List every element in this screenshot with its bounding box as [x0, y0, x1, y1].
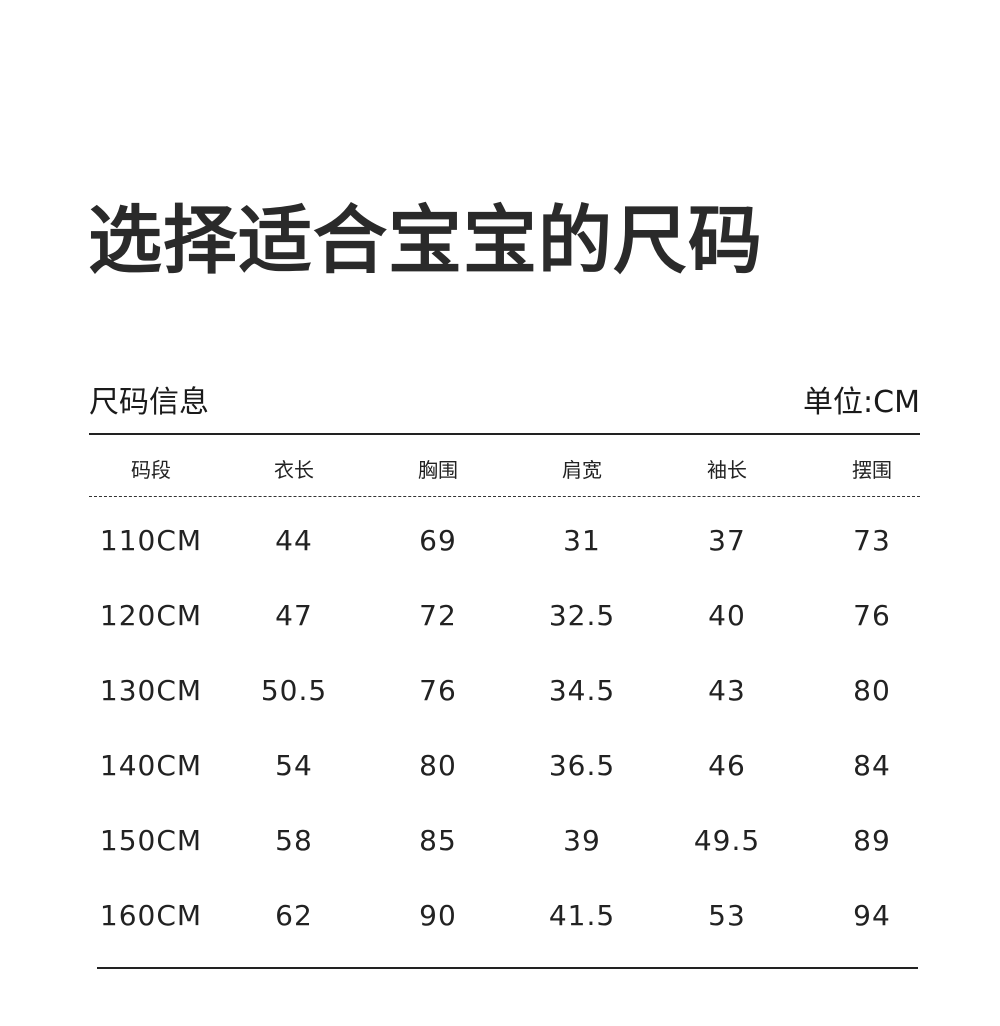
table-cell: 76 — [419, 674, 457, 707]
table-cell: 44 — [275, 524, 313, 557]
table-cell: 41.5 — [548, 899, 616, 932]
table-cell: 31 — [563, 524, 601, 557]
table-row: 140CM 54 80 36.5 46 84 — [0, 746, 1000, 786]
bottom-divider — [97, 967, 918, 969]
table-cell: 120CM — [99, 599, 203, 632]
column-header: 袖长 — [707, 458, 747, 482]
header-divider — [89, 496, 920, 497]
column-header: 胸围 — [418, 458, 458, 482]
table-cell: 40 — [708, 599, 746, 632]
table-cell: 94 — [853, 899, 891, 932]
top-divider — [89, 433, 920, 435]
table-cell: 80 — [419, 749, 457, 782]
table-cell: 37 — [708, 524, 746, 557]
table-cell: 110CM — [99, 524, 203, 557]
table-row: 110CM 44 69 31 37 73 — [0, 521, 1000, 561]
column-header: 码段 — [131, 458, 171, 482]
column-header: 衣长 — [274, 458, 314, 482]
table-cell: 130CM — [99, 674, 203, 707]
table-cell: 69 — [419, 524, 457, 557]
unit-label: 单位:CM — [803, 385, 920, 420]
table-cell: 85 — [419, 824, 457, 857]
table-cell: 32.5 — [548, 599, 616, 632]
table-cell: 140CM — [99, 749, 203, 782]
table-cell: 47 — [275, 599, 313, 632]
table-row: 120CM 47 72 32.5 40 76 — [0, 596, 1000, 636]
table-cell: 49.5 — [693, 824, 761, 857]
page-title: 选择适合宝宝的尺码 — [88, 198, 763, 284]
table-cell: 76 — [853, 599, 891, 632]
table-cell: 90 — [419, 899, 457, 932]
table-cell: 39 — [563, 824, 601, 857]
table-cell: 50.5 — [260, 674, 328, 707]
table-row: 130CM 50.5 76 34.5 43 80 — [0, 671, 1000, 711]
table-cell: 36.5 — [548, 749, 616, 782]
table-cell: 46 — [708, 749, 746, 782]
table-row: 150CM 58 85 39 49.5 89 — [0, 821, 1000, 861]
table-cell: 34.5 — [548, 674, 616, 707]
table-cell: 72 — [419, 599, 457, 632]
table-cell: 53 — [708, 899, 746, 932]
table-cell: 54 — [275, 749, 313, 782]
section-label: 尺码信息 — [89, 385, 209, 420]
table-cell: 160CM — [99, 899, 203, 932]
column-header: 肩宽 — [562, 458, 602, 482]
table-cell: 80 — [853, 674, 891, 707]
table-row: 160CM 62 90 41.5 53 94 — [0, 896, 1000, 936]
table-header: 码段 衣长 胸围 肩宽 袖长 摆围 — [0, 450, 1000, 490]
table-cell: 58 — [275, 824, 313, 857]
table-cell: 89 — [853, 824, 891, 857]
column-header: 摆围 — [852, 458, 892, 482]
table-cell: 43 — [708, 674, 746, 707]
table-cell: 62 — [275, 899, 313, 932]
table-cell: 84 — [853, 749, 891, 782]
table-cell: 150CM — [99, 824, 203, 857]
table-cell: 73 — [853, 524, 891, 557]
